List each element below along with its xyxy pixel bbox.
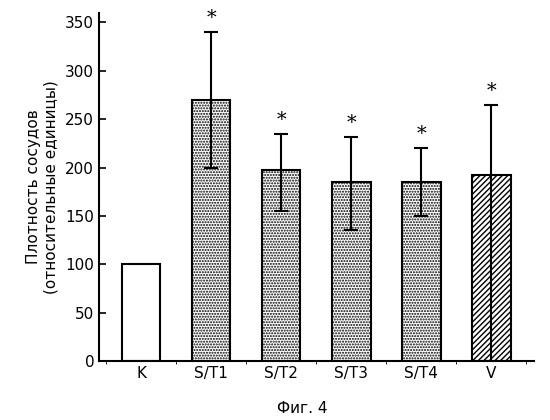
- Text: *: *: [277, 111, 286, 129]
- Bar: [192, 100, 230, 361]
- Bar: [262, 171, 300, 361]
- Y-axis label: Плотность сосудов
(относительные единицы): Плотность сосудов (относительные единицы…: [26, 80, 58, 294]
- Bar: [332, 182, 371, 361]
- Text: *: *: [206, 9, 216, 27]
- Text: *: *: [416, 125, 426, 143]
- Bar: [402, 182, 441, 361]
- Text: Фиг. 4: Фиг. 4: [277, 401, 328, 416]
- Bar: [122, 264, 160, 361]
- Text: *: *: [346, 114, 356, 132]
- Text: *: *: [487, 82, 496, 100]
- Bar: [472, 175, 511, 361]
